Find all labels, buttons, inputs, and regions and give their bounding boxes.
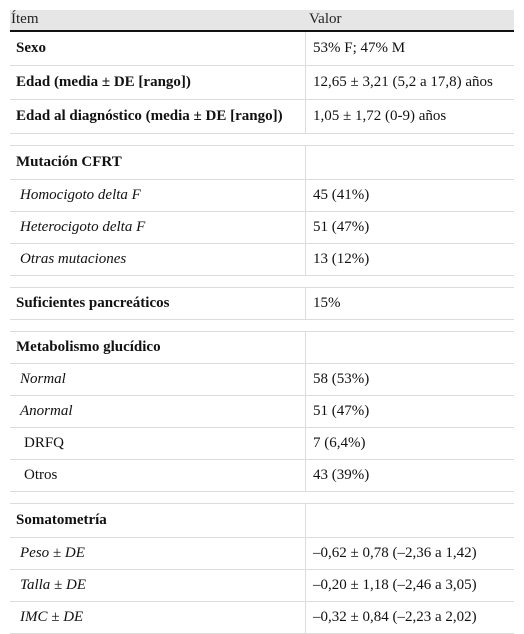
- row-spacer: [10, 134, 514, 146]
- table-row-peso: Peso ± DE –0,62 ± 0,78 (–2,36 a 1,42): [10, 538, 514, 570]
- table-row-metabolismo: Metabolismo glucídico: [10, 332, 514, 364]
- section-label: Somatometría: [10, 504, 306, 537]
- row-value: [306, 332, 514, 363]
- row-value: 53% F; 47% M: [313, 40, 406, 56]
- row-value: 58 (53%): [313, 371, 370, 387]
- row-spacer: [10, 276, 514, 288]
- table-row-heterocigoto: Heterocigoto delta F 51 (47%): [10, 212, 514, 244]
- table-row-mutacion: Mutación CFRT: [10, 146, 514, 180]
- row-label: Otros: [10, 460, 306, 491]
- row-label: Homocigoto delta F: [10, 180, 306, 211]
- table-row-suficientes: Suficientes pancreáticos 15%: [10, 288, 514, 320]
- row-label: Sexo: [10, 32, 306, 65]
- table-row-anormal: Anormal 51 (47%): [10, 396, 514, 428]
- section-label: Metabolismo glucídico: [10, 332, 306, 363]
- row-value: 12,65 ± 3,21 (5,2 a 17,8) años: [313, 74, 493, 90]
- table-row-otras-mutaciones: Otras mutaciones 13 (12%): [10, 244, 514, 276]
- row-value: –0,20 ± 1,18 (–2,46 a 3,05): [313, 577, 477, 593]
- row-label: Normal: [10, 364, 306, 395]
- table-row-otros: Otros 43 (39%): [10, 460, 514, 492]
- table-row-normal: Normal 58 (53%): [10, 364, 514, 396]
- data-table: Ítem Valor Sexo 53% F; 47% M Edad (media…: [10, 10, 514, 634]
- row-label: IMC ± DE: [10, 602, 306, 633]
- header-value: Valor: [309, 11, 342, 27]
- table-row-sexo: Sexo 53% F; 47% M: [10, 32, 514, 66]
- row-label: Talla ± DE: [10, 570, 306, 601]
- table-row-homocigoto: Homocigoto delta F 45 (41%): [10, 180, 514, 212]
- row-value: 1,05 ± 1,72 (0-9) años: [313, 108, 447, 124]
- row-value: –0,32 ± 0,84 (–2,23 a 2,02): [313, 609, 477, 625]
- table-row-somatometria: Somatometría: [10, 504, 514, 538]
- row-value: [306, 504, 514, 537]
- row-value: 51 (47%): [313, 403, 370, 419]
- row-value: 7 (6,4%): [313, 435, 366, 451]
- row-value: 15%: [313, 295, 341, 311]
- row-label: Suficientes pancreáticos: [10, 288, 306, 319]
- row-value: 45 (41%): [313, 187, 370, 203]
- table-row-imc: IMC ± DE –0,32 ± 0,84 (–2,23 a 2,02): [10, 602, 514, 634]
- section-label: Mutación CFRT: [10, 146, 306, 179]
- header-item: Ítem: [11, 11, 39, 27]
- row-value: [306, 146, 514, 179]
- row-label: DRFQ: [10, 428, 306, 459]
- row-label: Otras mutaciones: [10, 244, 306, 275]
- row-label: Peso ± DE: [10, 538, 306, 569]
- row-value: 13 (12%): [313, 251, 370, 267]
- row-value: 51 (47%): [313, 219, 370, 235]
- row-spacer: [10, 492, 514, 504]
- table-row-drfq: DRFQ 7 (6,4%): [10, 428, 514, 460]
- row-label: Anormal: [10, 396, 306, 427]
- row-spacer: [10, 320, 514, 332]
- row-value: 43 (39%): [313, 467, 370, 483]
- table-row-edad-diagnostico: Edad al diagnóstico (media ± DE [rango])…: [10, 100, 514, 134]
- row-label: Edad al diagnóstico (media ± DE [rango]): [10, 100, 306, 133]
- row-label: Edad (media ± DE [rango]): [10, 66, 306, 99]
- row-label: Heterocigoto delta F: [10, 212, 306, 243]
- row-value: –0,62 ± 0,78 (–2,36 a 1,42): [313, 545, 477, 561]
- table-header: Ítem Valor: [10, 10, 514, 32]
- table-row-talla: Talla ± DE –0,20 ± 1,18 (–2,46 a 3,05): [10, 570, 514, 602]
- table-row-edad: Edad (media ± DE [rango]) 12,65 ± 3,21 (…: [10, 66, 514, 100]
